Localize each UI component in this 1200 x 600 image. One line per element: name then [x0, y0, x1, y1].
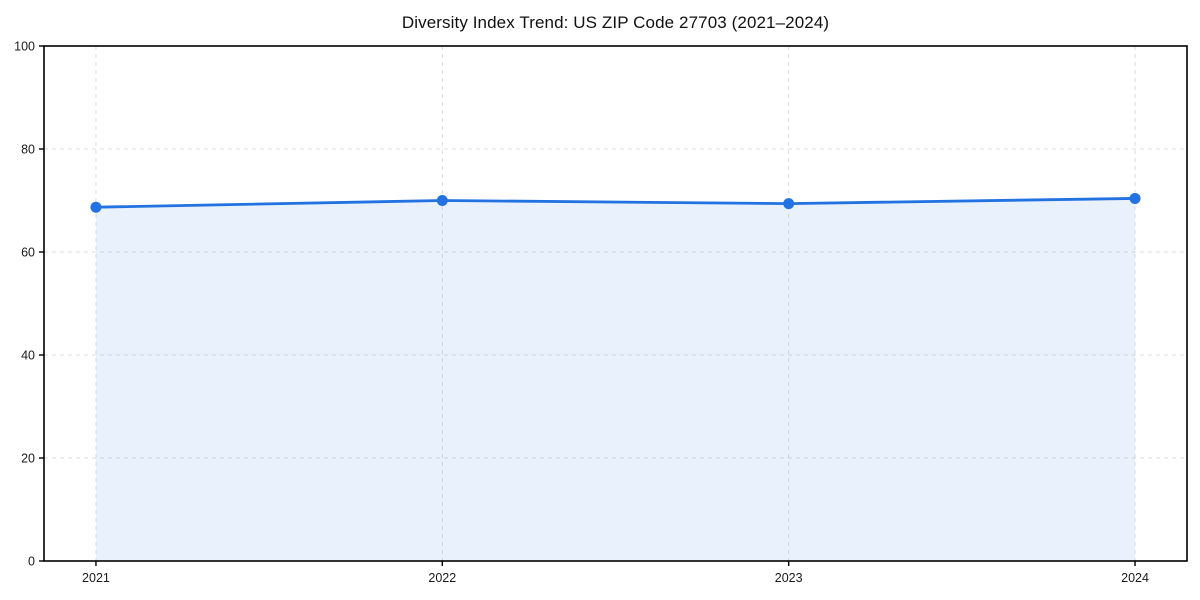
x-tick-label: 2022	[428, 571, 456, 585]
data-point-2023	[783, 198, 795, 210]
data-point-2021	[90, 201, 102, 213]
area-fill	[95, 198, 1136, 561]
plot-frame	[43, 45, 1188, 562]
x-tick-label: 2024	[1121, 571, 1149, 585]
y-tick-label: 40	[21, 349, 35, 363]
y-tick-label: 80	[21, 143, 35, 157]
y-tick-label: 0	[28, 555, 35, 569]
y-tick-label: 20	[21, 452, 35, 466]
y-tick-label: 60	[21, 246, 35, 260]
y-tick-label: 100	[14, 40, 35, 54]
data-point-2022	[436, 195, 448, 206]
x-tick-label: 2023	[775, 571, 803, 585]
chart-title: Diversity Index Trend: US ZIP Code 27703…	[401, 13, 830, 32]
x-tick-label: 2021	[82, 571, 110, 585]
data-point-2024	[1129, 192, 1141, 204]
trend-line	[94, 197, 1137, 209]
